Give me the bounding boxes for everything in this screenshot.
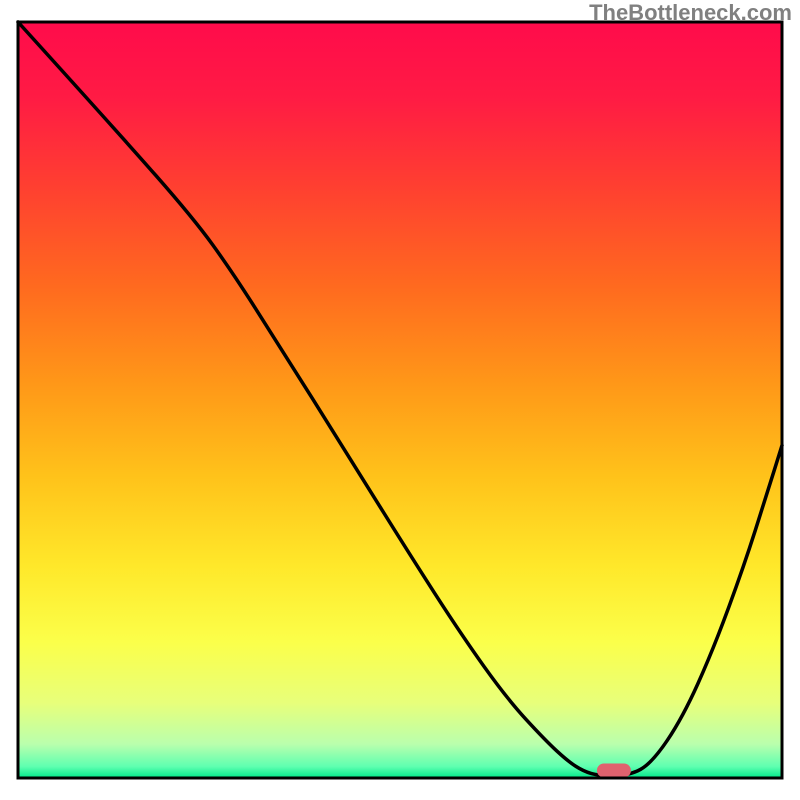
bottleneck-chart: [0, 0, 800, 800]
optimal-point-marker: [597, 763, 631, 777]
watermark-text: TheBottleneck.com: [589, 0, 792, 26]
gradient-background: [18, 22, 782, 778]
chart-container: TheBottleneck.com: [0, 0, 800, 800]
